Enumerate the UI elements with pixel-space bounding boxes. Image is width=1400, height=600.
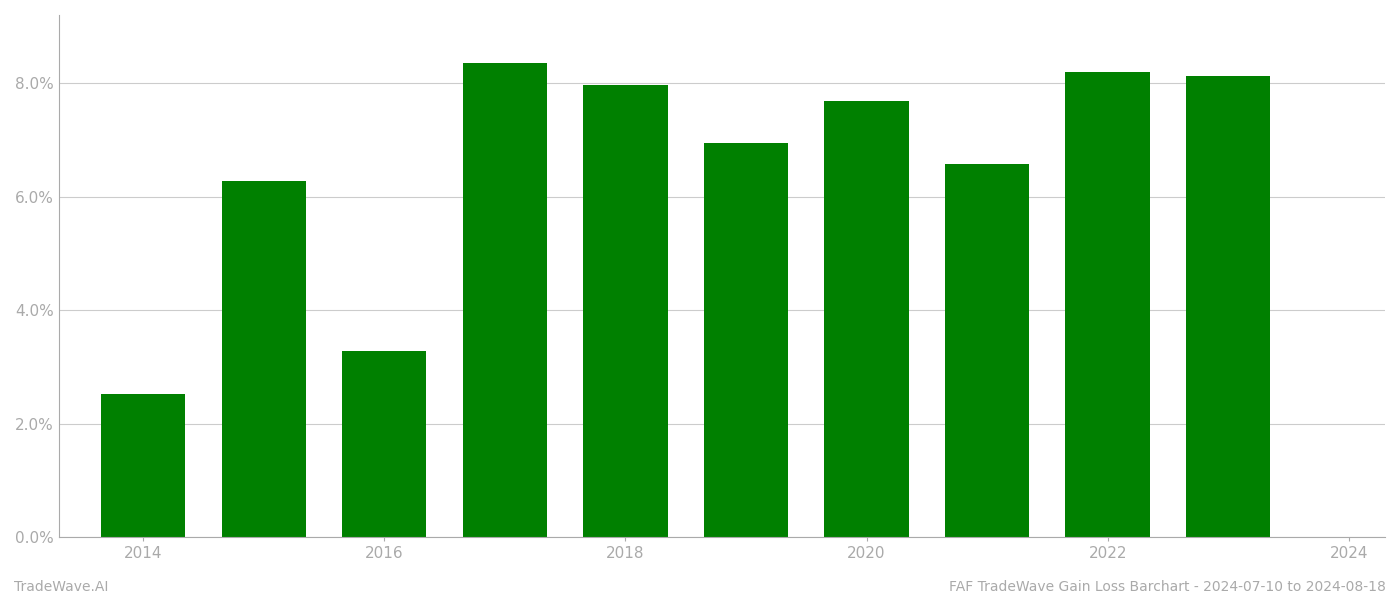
Bar bbox=[1186, 76, 1270, 537]
Text: FAF TradeWave Gain Loss Barchart - 2024-07-10 to 2024-08-18: FAF TradeWave Gain Loss Barchart - 2024-… bbox=[949, 580, 1386, 594]
Bar bbox=[704, 143, 788, 537]
Bar bbox=[1065, 72, 1149, 537]
Bar bbox=[342, 351, 427, 537]
Text: TradeWave.AI: TradeWave.AI bbox=[14, 580, 108, 594]
Bar bbox=[825, 101, 909, 537]
Bar bbox=[584, 85, 668, 537]
Bar bbox=[462, 63, 547, 537]
Bar bbox=[101, 394, 185, 537]
Bar bbox=[945, 164, 1029, 537]
Bar bbox=[221, 181, 307, 537]
